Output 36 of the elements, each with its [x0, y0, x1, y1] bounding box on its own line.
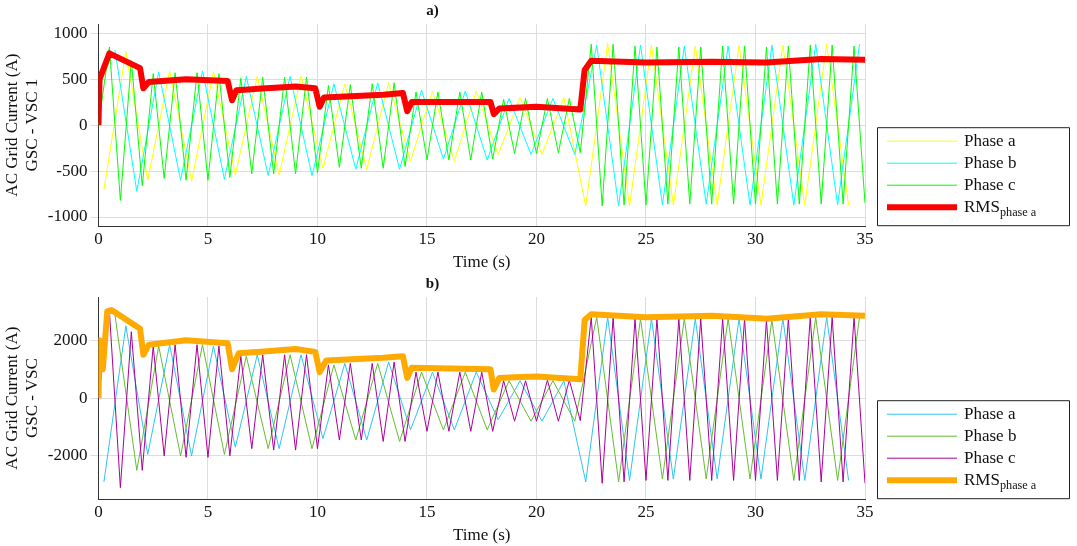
y-tick-label: 0: [78, 114, 88, 134]
x-tick-label: 0: [94, 228, 103, 248]
x-tick-label: 0: [94, 501, 103, 521]
x-axis-title: Time (s): [453, 525, 511, 545]
y-tick-label: 2000: [53, 329, 88, 349]
x-tick-label: 10: [308, 501, 326, 521]
y-tick-label: -500: [56, 160, 88, 180]
x-tick-label: 10: [308, 228, 326, 248]
x-tick-label: 30: [746, 228, 764, 248]
x-tick-label: 25: [637, 228, 655, 248]
x-tick-label: 20: [527, 501, 545, 521]
y-tick-label: 0: [78, 387, 88, 407]
chart-title: b): [425, 274, 440, 292]
legend-label: Phase b: [964, 152, 1017, 172]
legend-label: Phase c: [964, 174, 1016, 194]
x-tick-label: 35: [856, 228, 874, 248]
legend-label: Phase b: [964, 425, 1017, 445]
y-tick-label: 1000: [53, 22, 88, 42]
y-tick-label: 500: [61, 68, 88, 88]
y-axis-title: AC Grid Current (A) GSC - VSC: [1, 326, 42, 470]
x-tick-label: 20: [527, 228, 545, 248]
x-tick-label: 15: [418, 501, 436, 521]
x-tick-label: 35: [856, 501, 874, 521]
legend-label: Phase a: [964, 130, 1016, 150]
chart-title: a): [426, 1, 439, 19]
x-tick-label: 30: [746, 501, 764, 521]
x-tick-label: 25: [637, 501, 655, 521]
y-tick-label: -1000: [47, 206, 88, 226]
x-tick-label: 5: [203, 228, 213, 248]
legend-label: Phase a: [964, 403, 1016, 423]
x-tick-label: 5: [203, 501, 213, 521]
x-axis-title: Time (s): [453, 252, 511, 272]
x-tick-label: 15: [418, 228, 436, 248]
legend-label: Phase c: [964, 447, 1016, 467]
y-axis-title: AC Grid Current (A) GSC - VSC 1: [1, 53, 42, 197]
y-tick-label: -2000: [47, 445, 88, 465]
